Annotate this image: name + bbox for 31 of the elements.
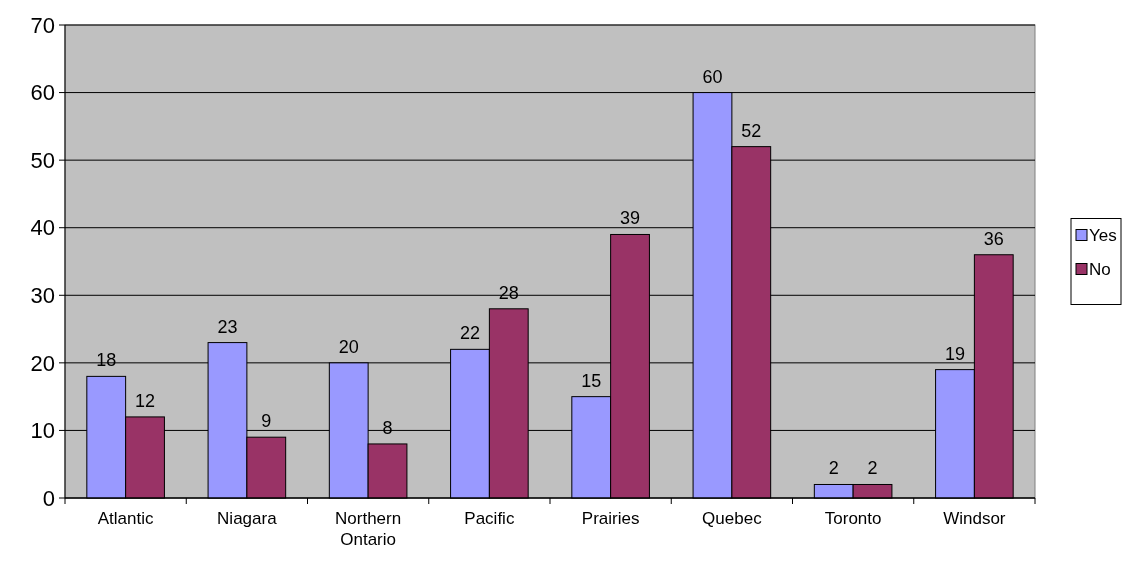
x-tick-label: Northern Ontario [335, 509, 402, 549]
y-tick-label: 70 [30, 12, 55, 38]
data-label: 39 [620, 208, 641, 229]
data-label: 2 [828, 458, 839, 479]
x-tick-label: Toronto [824, 509, 882, 528]
legend-label: Yes [1089, 226, 1117, 246]
y-tick-label: 20 [30, 350, 55, 376]
data-label: 23 [217, 316, 238, 337]
data-label: 2 [867, 458, 878, 479]
data-label: 22 [459, 323, 480, 344]
y-tick-label: 40 [30, 215, 55, 241]
data-label: 52 [741, 120, 762, 141]
x-tick-label: Pacific [464, 509, 515, 528]
y-tick-label: 0 [42, 485, 55, 511]
y-tick-label: 50 [30, 147, 55, 173]
x-tick-label: Atlantic [97, 509, 154, 528]
data-label: 20 [338, 336, 359, 357]
x-tick-label: Quebec [702, 509, 763, 528]
y-tick-label: 10 [30, 418, 55, 444]
data-label: 12 [135, 390, 156, 411]
y-tick-label: 60 [30, 80, 55, 106]
x-tick-label: Niagara [217, 509, 278, 528]
data-label: 19 [944, 343, 965, 364]
legend-label: No [1089, 260, 1111, 280]
x-tick-label: Prairies [581, 509, 640, 528]
data-label: 15 [581, 370, 602, 391]
data-label: 60 [702, 66, 723, 87]
data-label: 36 [983, 228, 1004, 249]
y-tick-label: 30 [30, 282, 55, 308]
x-tick-label: Windsor [943, 509, 1006, 528]
data-label: 9 [261, 411, 272, 432]
